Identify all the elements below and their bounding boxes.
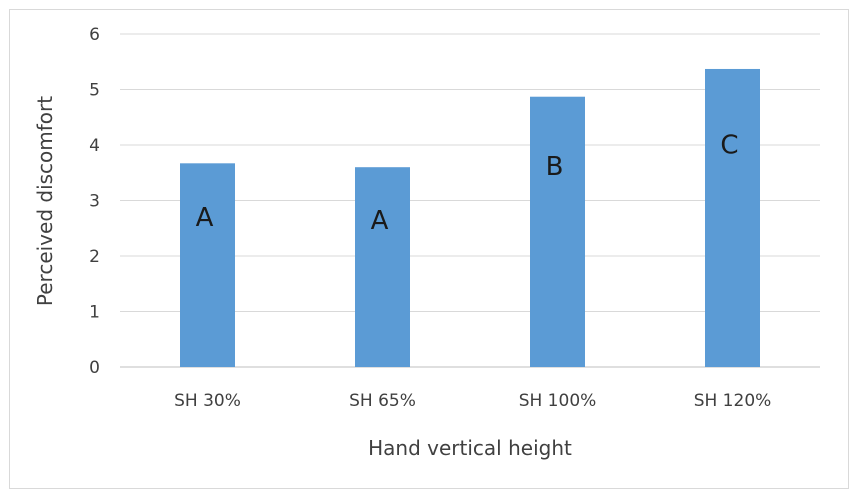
x-tick-label-1: SH 65%: [349, 391, 416, 411]
y-tick-label-5: 5: [89, 81, 100, 101]
gridlines: [120, 33, 820, 368]
bar-0: [180, 163, 235, 367]
x-tick-label-2: SH 100%: [519, 391, 597, 411]
grade-label-0: A: [196, 203, 214, 233]
y-axis-title: Perceived discomfort: [33, 96, 57, 306]
x-tick-label-3: SH 120%: [694, 391, 772, 411]
y-tick-label-3: 3: [89, 192, 100, 212]
bar-3: [705, 68, 760, 367]
bars: [180, 68, 760, 367]
y-tick-label-1: 1: [89, 303, 100, 323]
y-tick-label-2: 2: [89, 247, 100, 267]
bar-2: [530, 96, 585, 367]
y-tick-label-0: 0: [89, 358, 100, 378]
grade-label-2: B: [546, 152, 564, 182]
y-tick-label-6: 6: [89, 25, 100, 45]
x-tick-label-0: SH 30%: [174, 391, 241, 411]
x-axis-ticks: SH 30% SH 65% SH 100% SH 120%: [174, 391, 771, 411]
bar-1: [355, 167, 410, 367]
y-tick-label-4: 4: [89, 136, 100, 156]
y-axis-ticks: 0 1 2 3 4 5 6: [89, 25, 100, 378]
grade-annotations: A A B C: [196, 131, 739, 237]
grade-label-1: A: [371, 206, 389, 236]
grade-label-3: C: [720, 131, 738, 161]
x-axis-title: Hand vertical height: [368, 436, 572, 460]
